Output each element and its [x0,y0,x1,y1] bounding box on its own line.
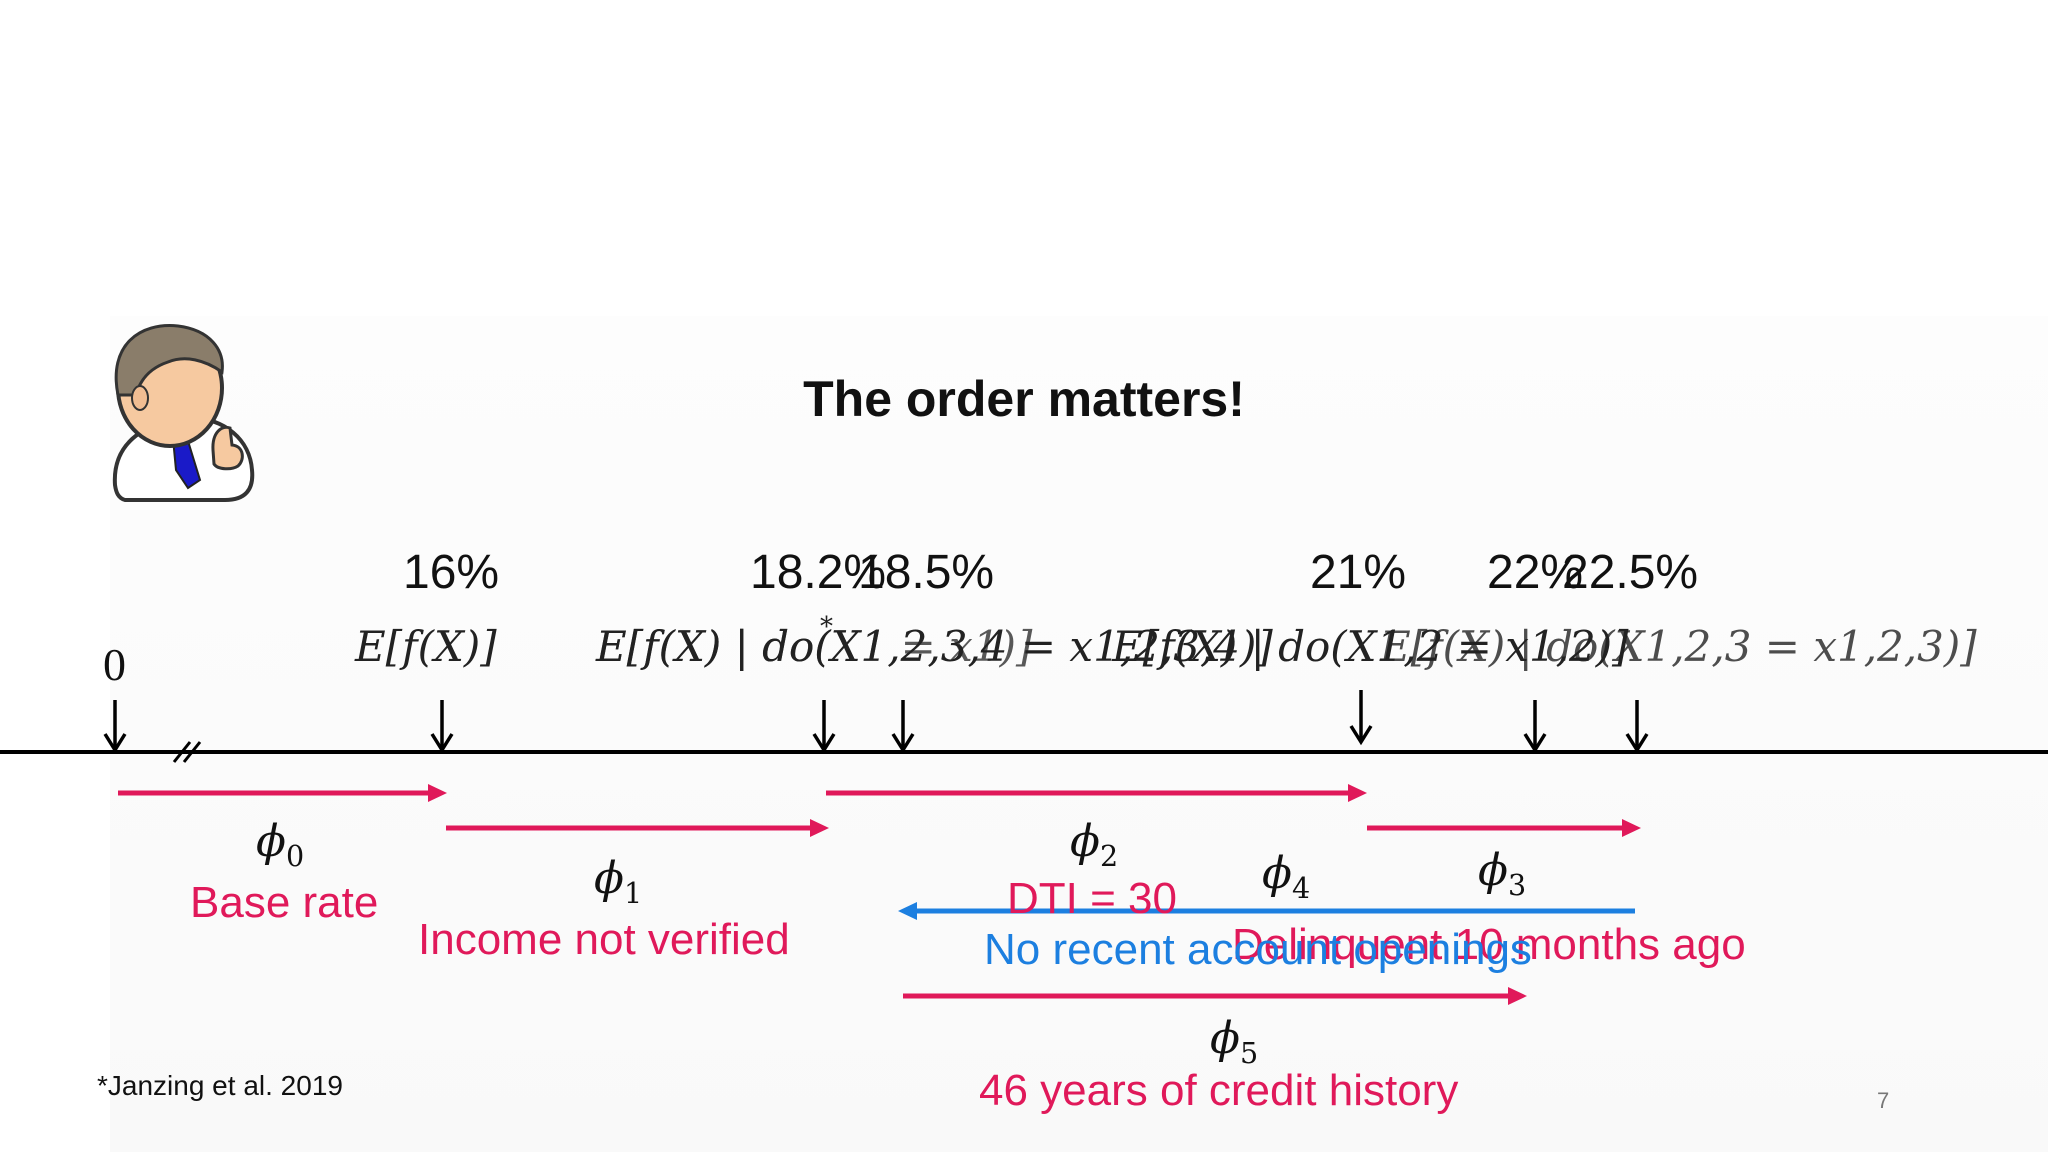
percent-label-22: 22% [1487,546,1584,599]
axis-break-mark [172,741,202,763]
expression-x1: E[f(X) | do(X1 = x1)] [596,622,1033,671]
phi2-symbol: ϕ2 [1070,816,1119,873]
phi3-label: Delinquent 10 months ago [1232,920,1746,969]
expression-all-features: E[f(X) | do(X1,2,3,4 = x1,2,3,4)] [596,622,1273,671]
percent-label-22-5: 22.5% [1562,546,1699,599]
phi2-arrow [826,784,1367,802]
businessman-thumbs-up-icon [112,324,255,502]
phi4-symbol: ϕ4 [1262,848,1311,905]
phi1-arrow [446,819,829,837]
phi0-label: Base rate [190,878,379,927]
tick-arrow-18-5 [891,700,915,754]
phi1-label: Income not verified [418,915,790,964]
phi5-label: 46 years of credit history [979,1066,1459,1115]
page-number: 7 [1877,1088,1890,1113]
tick-arrow-22-5 [1625,700,1649,754]
phi4-arrow [898,902,1635,920]
tick-arrow-16 [430,700,454,754]
phi5-arrow [903,987,1527,1005]
axis-origin-label: 0 [103,639,126,690]
phi2-label: DTI = 30 [1007,874,1177,923]
percent-label-16: 16% [403,546,500,599]
expression-x12: E[f(X) | do(X1,2 = x1,2)] [1112,622,1629,671]
tick-arrow-21 [1349,690,1373,746]
footnote-mark: * [820,612,833,642]
phi3-arrow [1367,819,1641,837]
tick-arrow-22 [1523,700,1547,754]
phi0-symbol: ϕ0 [256,816,305,873]
tick-arrow-0 [103,700,127,754]
phi3-symbol: ϕ3 [1478,845,1527,902]
tick-arrows [103,690,1649,754]
phi4-label: No recent account openings [984,925,1532,974]
percent-label-21: 21% [1310,546,1407,599]
percent-label-18-5: 18.5% [858,546,995,599]
slide-title: The order matters! [803,371,1245,427]
phi0-arrow [118,784,447,802]
footnote: *Janzing et al. 2019 [97,1070,343,1101]
expression-x123: E[f(X) | do(X1,2,3 = x1,2,3)] [1380,622,1977,671]
phi1-symbol: ϕ1 [594,853,643,910]
expression-baseline: E[f(X)] [355,622,497,671]
phi5-symbol: ϕ5 [1210,1013,1259,1070]
tick-arrow-18-2 [812,700,836,754]
percent-label-18-2: 18.2% [750,546,887,599]
